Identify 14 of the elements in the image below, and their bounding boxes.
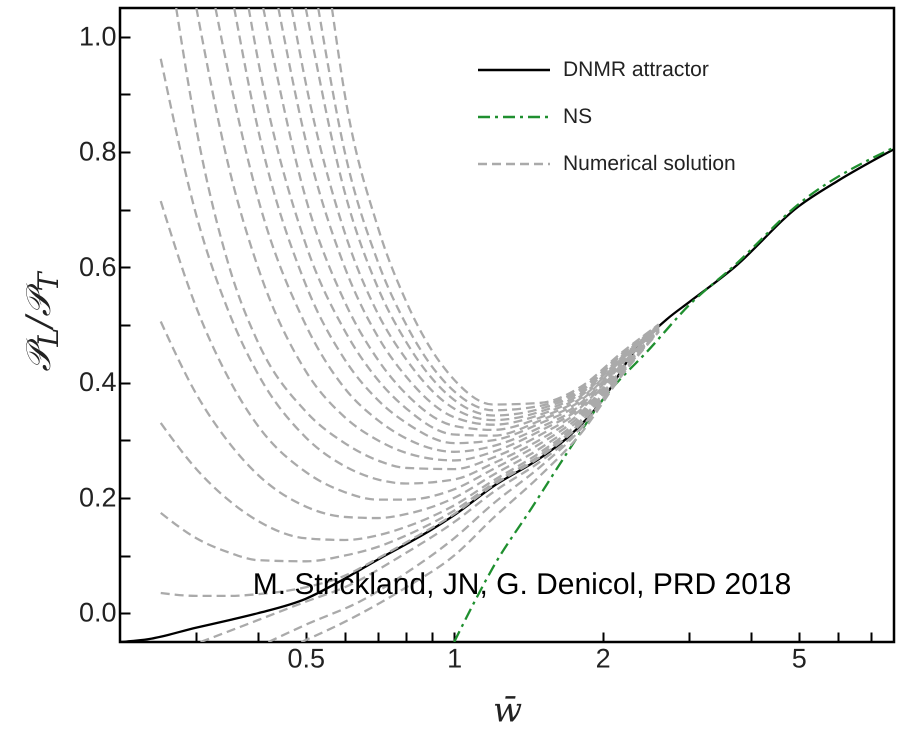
legend-label: NS: [563, 105, 592, 128]
x-tick-label: 2: [596, 644, 611, 674]
y-tick-label: 0.0: [78, 598, 116, 628]
x-tick-label: 1: [447, 644, 462, 674]
y-tick-label: 0.8: [78, 136, 116, 167]
x-axis-title: w̄: [492, 690, 522, 730]
y-tick-label: 0.6: [78, 252, 116, 282]
y-tick-label: 0.2: [78, 482, 116, 512]
y-tick-label: 1.0: [78, 21, 116, 52]
x-tick-label: 5: [792, 644, 807, 674]
legend-label: Numerical solution: [563, 152, 736, 175]
legend-label: DNMR attractor: [563, 58, 709, 81]
y-tick-label: 0.4: [78, 367, 116, 398]
x-tick-label: 0.5: [287, 644, 326, 674]
